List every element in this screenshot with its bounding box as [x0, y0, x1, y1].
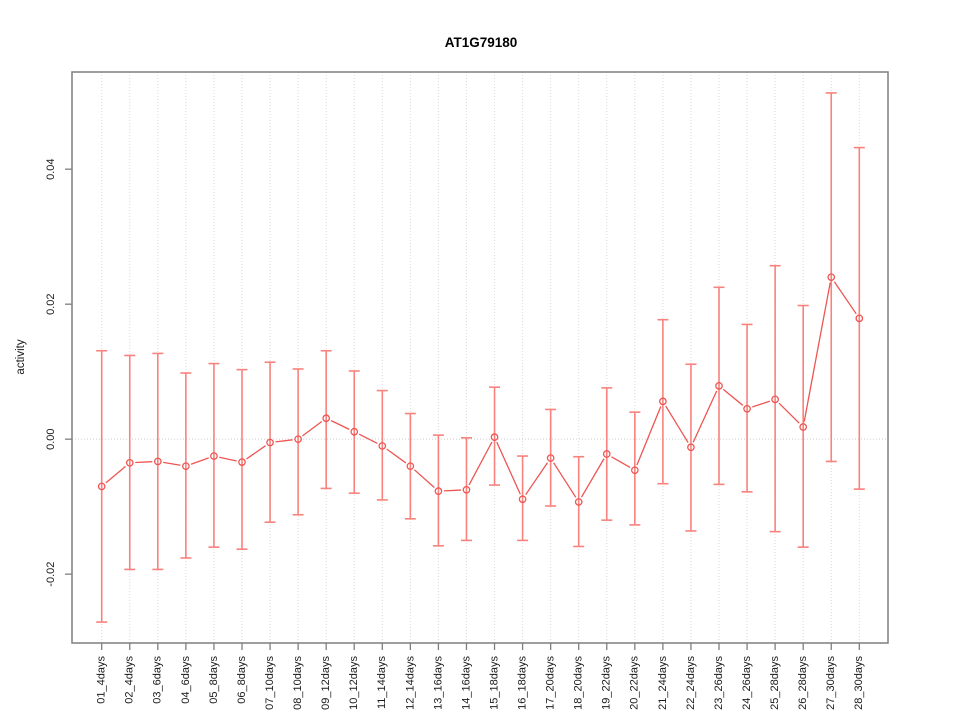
series-line: [105, 281, 857, 498]
x-tick-label: 15_18days: [488, 656, 500, 710]
series-segment: [752, 400, 771, 408]
x-tick-label: 18_20days: [573, 656, 585, 710]
series-segment: [302, 421, 323, 437]
series-segment: [611, 456, 631, 469]
x-tick-label: 23_26days: [713, 656, 725, 710]
y-tick-label: -0.02: [45, 562, 57, 587]
x-tick-label: 14_16days: [460, 656, 472, 710]
series-segment: [580, 458, 605, 498]
series-segment: [636, 406, 662, 466]
series-segment: [219, 456, 237, 462]
data-point: [602, 450, 611, 458]
y-tick-label: 0.02: [45, 293, 57, 314]
y-tick-label: 0.04: [45, 158, 57, 179]
series-segment: [190, 457, 209, 465]
series-segment: [778, 402, 800, 424]
chart-title: AT1G79180: [445, 35, 518, 50]
series-segment: [163, 461, 181, 466]
y-axis: -0.02 0.00 0.02 0.04: [45, 158, 72, 587]
x-tick-label: 03_6days: [152, 656, 164, 704]
x-tick-label: 05_8days: [208, 656, 220, 704]
series-segment: [246, 445, 266, 460]
x-tick-label: 13_16days: [432, 656, 444, 710]
error-bars: [96, 92, 865, 623]
data-point: [546, 454, 555, 462]
x-tick-label: 17_20days: [545, 656, 557, 710]
x-tick-label: 21_24days: [657, 656, 669, 710]
data-point: [574, 498, 583, 506]
series-segment: [414, 469, 435, 488]
series-segment: [665, 405, 689, 443]
series-segment: [722, 388, 744, 406]
x-tick-label: 08_10days: [292, 656, 304, 710]
series-segment: [692, 390, 718, 443]
data-point: [827, 273, 836, 282]
x-tick-label: 01_4days: [96, 656, 108, 704]
x-tick-label: 26_28days: [797, 656, 809, 710]
series-segment: [443, 489, 462, 492]
data-point: [630, 466, 639, 475]
series-segment: [468, 441, 493, 486]
data-point: [490, 433, 499, 441]
series-segment: [358, 433, 378, 445]
data-point: [238, 458, 246, 466]
data-point: [182, 462, 190, 471]
x-tick-label: 02_4days: [124, 656, 136, 704]
data-point: [799, 423, 808, 431]
data-point: [266, 438, 274, 447]
series-segment: [330, 420, 350, 430]
series-segment: [553, 462, 577, 498]
data-point: [855, 314, 864, 323]
gridlines: [72, 72, 888, 643]
x-tick-label: 24_26days: [741, 656, 753, 710]
data-point: [406, 462, 415, 471]
series-segment: [135, 461, 153, 464]
data-point: [715, 381, 723, 390]
data-points: [97, 273, 864, 506]
data-point: [659, 397, 667, 406]
data-point: [350, 427, 359, 436]
data-point: [294, 435, 302, 444]
data-point: [434, 487, 443, 495]
series-segment: [525, 462, 549, 496]
data-point: [743, 404, 751, 413]
data-point: [518, 495, 527, 504]
x-tick-label: 04_6days: [180, 656, 192, 704]
x-tick-label: 22_24days: [685, 656, 697, 710]
x-tick-label: 20_22days: [629, 656, 641, 710]
x-tick-label: 06_8days: [236, 656, 248, 704]
data-point: [153, 457, 162, 466]
x-tick-label: 12_14days: [404, 656, 416, 710]
data-point: [771, 395, 779, 404]
x-tick-label: 28_30days: [853, 656, 865, 710]
x-axis: 01_4days 02_4days 03_6days 04_6days 05_8days…: [96, 643, 865, 710]
x-tick-label: 07_10days: [264, 656, 276, 710]
x-tick-label: 11_14days: [376, 656, 388, 710]
x-tick-label: 10_12days: [348, 656, 360, 710]
data-point: [687, 443, 695, 452]
data-point: [378, 442, 387, 450]
plot-border: [71, 71, 889, 644]
x-tick-label: 25_28days: [769, 656, 781, 710]
series-segment: [275, 439, 293, 443]
x-tick-label: 27_30days: [825, 656, 837, 710]
y-tick-label: 0.00: [45, 428, 57, 449]
x-tick-label: 09_12days: [320, 656, 332, 710]
series-segment: [833, 281, 857, 315]
plot-box: [71, 71, 889, 644]
series-segment: [803, 282, 831, 422]
series-segment: [386, 448, 407, 464]
series-segment: [105, 465, 126, 484]
x-tick-label: 16_18days: [516, 656, 528, 710]
y-axis-label: activity: [15, 339, 27, 374]
data-point: [125, 458, 134, 467]
data-point: [210, 452, 218, 460]
data-point: [97, 482, 106, 491]
data-point: [462, 485, 471, 494]
series-segment: [496, 441, 521, 495]
data-point: [322, 414, 331, 423]
x-tick-label: 19_22days: [601, 656, 613, 710]
